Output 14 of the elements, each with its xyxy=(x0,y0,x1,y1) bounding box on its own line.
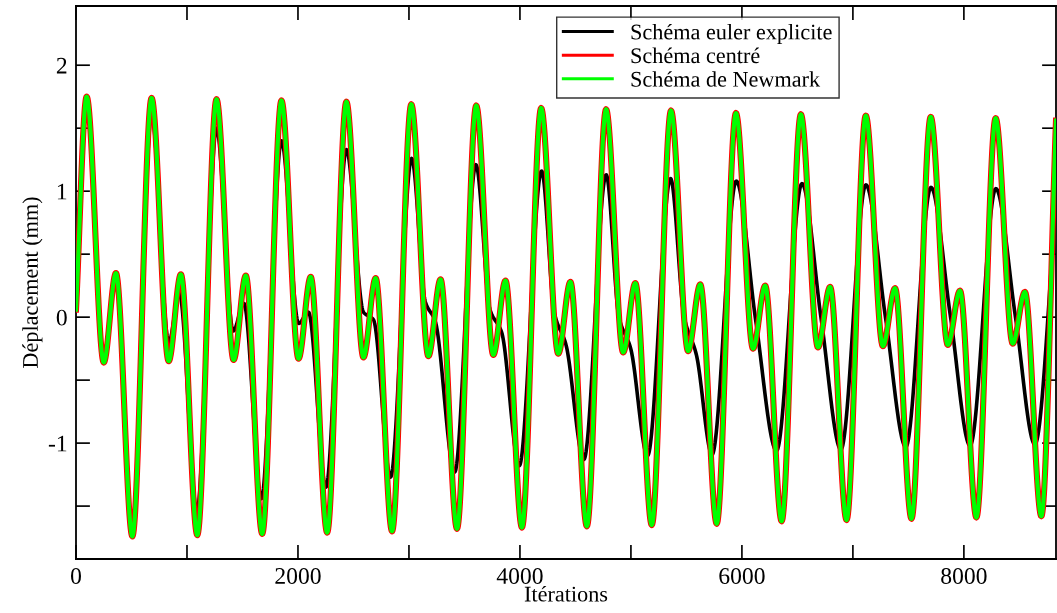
x-tick-label: 4000 xyxy=(496,568,543,584)
y-tick-label: 0 xyxy=(56,309,67,326)
y-tick-label: 1 xyxy=(57,183,67,200)
x-tick-label: 0 xyxy=(71,568,81,584)
x-tick-label: 2000 xyxy=(275,568,321,584)
y-tick-label: -1 xyxy=(48,435,67,452)
x-axis-title: Itérations xyxy=(524,585,608,602)
legend-label: Schéma de Newmark xyxy=(631,71,821,87)
x-tick-label: 8000 xyxy=(941,568,987,584)
y-axis-title: Déplacement (mm) xyxy=(22,197,43,368)
legend-label: Schéma euler explicite xyxy=(631,23,832,45)
legend-label: Schéma centré xyxy=(631,47,760,64)
y-tick-label: 2 xyxy=(56,57,67,74)
x-tick-label: 6000 xyxy=(719,568,765,584)
